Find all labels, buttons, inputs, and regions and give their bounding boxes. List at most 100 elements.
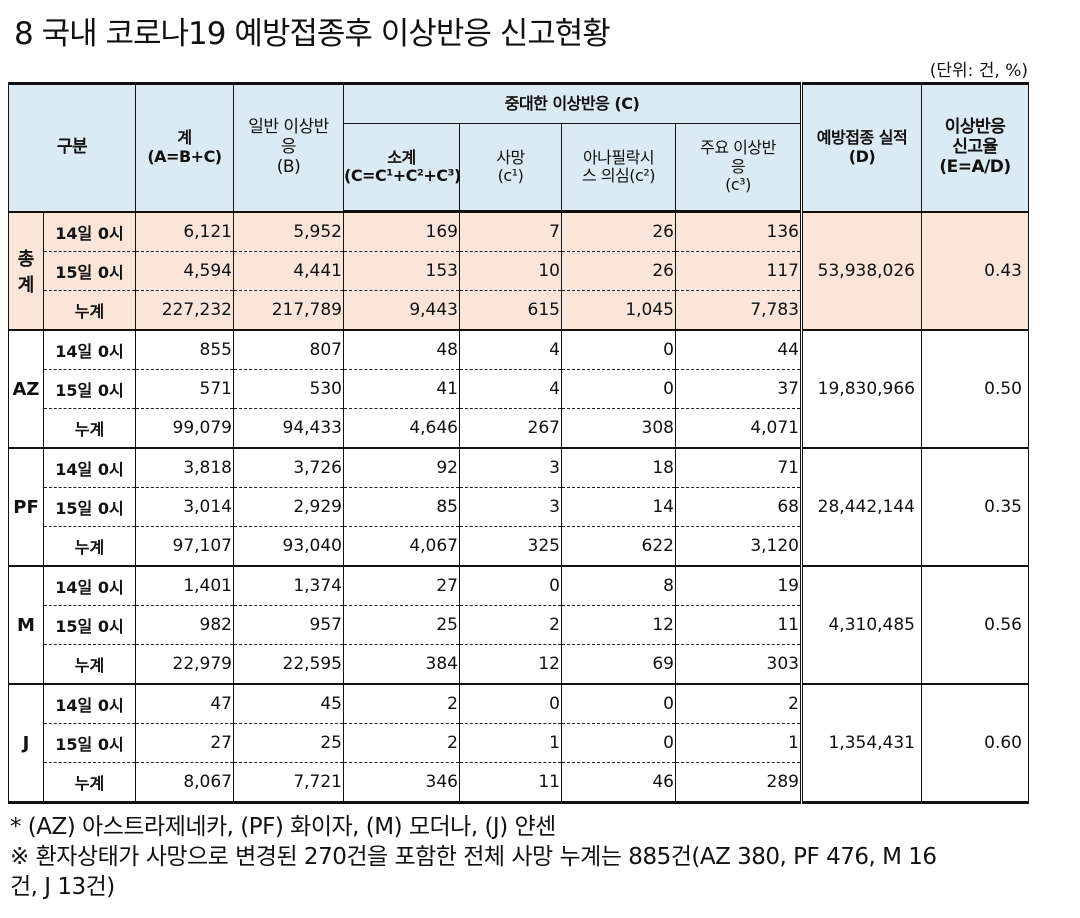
cell-major: 2 (675, 683, 803, 724)
cell-general: 7,721 (233, 762, 344, 803)
footnotes: * (AZ) 아스트라제네카, (PF) 화이자, (M) 모더나, (J) 얀… (10, 812, 937, 902)
cell-general: 4,441 (233, 251, 344, 291)
cell-major: 11 (675, 605, 803, 645)
cell-major: 117 (675, 251, 803, 291)
row-label: 누계 (43, 290, 136, 331)
cell-subtotal: 41 (343, 369, 460, 409)
header-general: 일반 이상반 응 (B) (233, 83, 344, 212)
header-vaccinations: 예방접종 실적 (D) (801, 83, 922, 212)
cell-anaphylaxis: 1,045 (561, 290, 676, 331)
cell-vaccinations: 28,442,144 (801, 447, 922, 567)
table-row: 누계 227,232 217,789 9,443 615 1,045 7,783 (9, 290, 1029, 331)
footnote-deaths-cont: 건, J 13건) (10, 874, 115, 900)
cell-subtotal: 27 (343, 565, 460, 606)
cell-general: 94,433 (233, 408, 344, 449)
cell-death: 7 (459, 210, 562, 252)
cell-subtotal: 2 (343, 723, 460, 763)
cell-death: 3 (459, 447, 562, 488)
cell-major: 19 (675, 565, 803, 606)
cell-anaphylaxis: 308 (561, 408, 676, 449)
cell-subtotal: 4,646 (343, 408, 460, 449)
cell-major: 3,120 (675, 526, 803, 567)
cell-death: 615 (459, 290, 562, 331)
cell-general: 530 (233, 369, 344, 409)
cell-general: 807 (233, 329, 344, 370)
row-label: 14일 0시 (43, 565, 136, 606)
cell-total: 99,079 (135, 408, 234, 449)
cell-general: 2,929 (233, 487, 344, 527)
document-title: 8 국내 코로나19 예방접종후 이상반응 신고현황 (14, 16, 611, 52)
cell-subtotal: 4,067 (343, 526, 460, 567)
cell-subtotal: 346 (343, 762, 460, 803)
cell-total: 27 (135, 723, 234, 763)
cell-subtotal: 85 (343, 487, 460, 527)
cell-anaphylaxis: 26 (561, 210, 676, 252)
cell-total: 97,107 (135, 526, 234, 567)
cell-death: 11 (459, 762, 562, 803)
row-label: 15일 0시 (43, 369, 136, 409)
cell-death: 4 (459, 369, 562, 409)
cell-total: 8,067 (135, 762, 234, 803)
cell-total: 3,014 (135, 487, 234, 527)
cell-vaccinations: 53,938,026 (801, 210, 922, 331)
header-category: 구분 (8, 83, 136, 212)
cell-anaphylaxis: 14 (561, 487, 676, 527)
table-row: 누계 8,067 7,721 346 11 46 289 (9, 762, 1029, 803)
cell-major: 4,071 (675, 408, 803, 449)
cell-subtotal: 169 (343, 210, 460, 252)
cell-total: 4,594 (135, 251, 234, 291)
footnote-vaccines: * (AZ) 아스트라제네카, (PF) 화이자, (M) 모더나, (J) 얀… (10, 814, 556, 840)
header-anaphylaxis: 아나필락시 스 의심(c²) (561, 123, 676, 213)
cell-subtotal: 153 (343, 251, 460, 291)
cell-general: 3,726 (233, 447, 344, 488)
cell-total: 22,979 (135, 644, 234, 685)
table-row: 누계 99,079 94,433 4,646 267 308 4,071 (9, 408, 1029, 449)
header-subtotal: 소계 (C=C¹+C²+C³) (343, 123, 460, 213)
cell-major: 136 (675, 210, 803, 252)
row-label: 15일 0시 (43, 251, 136, 291)
cell-total: 855 (135, 329, 234, 370)
cell-death: 325 (459, 526, 562, 567)
cell-death: 10 (459, 251, 562, 291)
cell-general: 217,789 (233, 290, 344, 331)
row-label: 14일 0시 (43, 683, 136, 724)
cell-rate: 0.56 (921, 565, 1029, 685)
cell-rate: 0.43 (921, 210, 1029, 331)
table-row: 15일 0시 4,594 4,441 153 10 26 117 (9, 251, 1029, 291)
cell-anaphylaxis: 69 (561, 644, 676, 685)
cell-major: 68 (675, 487, 803, 527)
cell-major: 1 (675, 723, 803, 763)
cell-death: 3 (459, 487, 562, 527)
cell-major: 303 (675, 644, 803, 685)
cell-major: 71 (675, 447, 803, 488)
group-label: PF (8, 447, 44, 567)
cell-general: 93,040 (233, 526, 344, 567)
table-row: J 14일 0시 47 45 2 0 0 2 1,354,431 0.60 (8, 683, 1029, 803)
cell-general: 45 (233, 683, 344, 724)
row-label: 15일 0시 (43, 487, 136, 527)
cell-anaphylaxis: 0 (561, 723, 676, 763)
table-row: 15일 0시 3,014 2,929 85 3 14 68 (9, 487, 1029, 527)
table-row: AZ 14일 0시 855 807 48 4 0 44 19,830,966 0.50 (8, 329, 1029, 449)
cell-total: 982 (135, 605, 234, 645)
row-label: 누계 (43, 526, 136, 567)
cell-vaccinations: 19,830,966 (801, 329, 922, 449)
cell-rate: 0.50 (921, 329, 1029, 449)
cell-general: 957 (233, 605, 344, 645)
cell-total: 3,818 (135, 447, 234, 488)
table-row: 15일 0시 982 957 25 2 12 11 (9, 605, 1029, 645)
cell-vaccinations: 1,354,431 (801, 683, 922, 803)
group-label: J (8, 683, 44, 803)
header-major: 주요 이상반 응 (c³) (675, 123, 803, 213)
row-label: 누계 (43, 762, 136, 803)
cell-anaphylaxis: 26 (561, 251, 676, 291)
cell-major: 44 (675, 329, 803, 370)
cell-rate: 0.60 (921, 683, 1029, 803)
cell-rate: 0.35 (921, 447, 1029, 567)
row-label: 14일 0시 (43, 210, 136, 252)
group-label: M (8, 565, 44, 685)
adverse-reaction-table: 구분 계 (A=B+C) 일반 이상반 응 (B) 중대한 이상반응 (C) 예방… (8, 82, 1029, 804)
cell-death: 0 (459, 683, 562, 724)
cell-subtotal: 9,443 (343, 290, 460, 331)
